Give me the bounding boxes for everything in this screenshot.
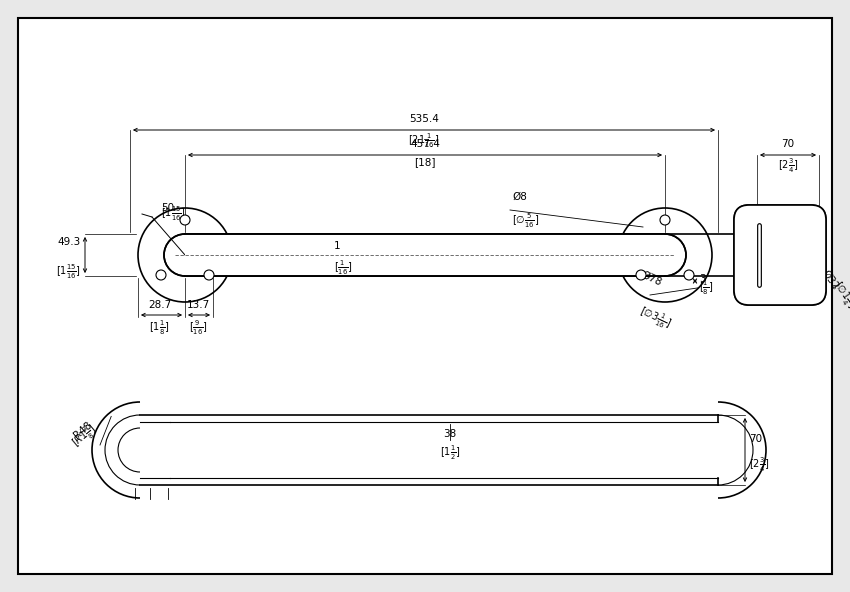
Text: 70: 70 — [781, 139, 795, 149]
Text: 457.4: 457.4 — [410, 139, 440, 149]
FancyBboxPatch shape — [734, 205, 826, 305]
Text: $[\frac{9}{16}]$: $[\frac{9}{16}]$ — [189, 319, 207, 337]
Text: 70: 70 — [749, 434, 762, 444]
Circle shape — [684, 270, 694, 280]
Circle shape — [660, 215, 670, 225]
Text: $[1\frac{15}{16}]$: $[1\frac{15}{16}]$ — [161, 205, 186, 223]
Bar — [185, 234, 665, 276]
Text: [18]: [18] — [414, 157, 436, 167]
Text: 535.4: 535.4 — [409, 114, 439, 124]
Circle shape — [138, 208, 232, 302]
Circle shape — [180, 215, 190, 225]
Text: $[2\frac{3}{4}]$: $[2\frac{3}{4}]$ — [778, 157, 798, 175]
Text: $[1\frac{1}{8}]$: $[1\frac{1}{8}]$ — [150, 319, 170, 337]
Text: 28.7: 28.7 — [148, 300, 171, 310]
Text: Ø32: Ø32 — [820, 268, 841, 292]
Text: 38: 38 — [444, 429, 456, 439]
Text: $[1\frac{15}{16}]$: $[1\frac{15}{16}]$ — [56, 263, 81, 281]
Circle shape — [156, 270, 166, 280]
Text: 3: 3 — [699, 274, 705, 284]
Text: 1: 1 — [334, 241, 341, 251]
Text: Ø8: Ø8 — [512, 192, 527, 202]
Text: $[\emptyset\frac{5}{16}]$: $[\emptyset\frac{5}{16}]$ — [512, 212, 539, 230]
Text: $[R1\frac{7}{8}]$: $[R1\frac{7}{8}]$ — [68, 420, 100, 452]
Text: 49.3: 49.3 — [58, 237, 81, 247]
Text: R48: R48 — [72, 420, 94, 441]
Text: $[2\frac{3}{4}]$: $[2\frac{3}{4}]$ — [749, 456, 769, 474]
Text: 50: 50 — [161, 203, 174, 213]
Text: 13.7: 13.7 — [186, 300, 210, 310]
Circle shape — [618, 208, 712, 302]
Circle shape — [204, 270, 214, 280]
Text: $[1\frac{1}{2}]$: $[1\frac{1}{2}]$ — [439, 444, 461, 462]
Text: $[21\frac{1}{16}]$: $[21\frac{1}{16}]$ — [408, 132, 439, 150]
Text: Ø78: Ø78 — [640, 270, 664, 288]
FancyBboxPatch shape — [734, 205, 826, 305]
Text: $[\emptyset1\frac{1}{4}]$: $[\emptyset1\frac{1}{4}]$ — [828, 278, 850, 312]
Text: $[\frac{1}{16}]$: $[\frac{1}{16}]$ — [334, 259, 353, 277]
Circle shape — [636, 270, 646, 280]
Text: $[\frac{1}{8}]$: $[\frac{1}{8}]$ — [699, 279, 713, 297]
Text: $[\emptyset3\frac{1}{16}]$: $[\emptyset3\frac{1}{16}]$ — [636, 302, 674, 333]
